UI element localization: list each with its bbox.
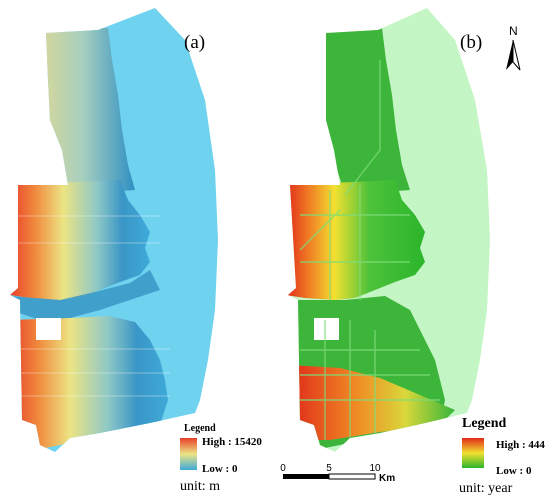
legend-b-low: Low : 0 [496, 465, 532, 477]
legend-b-unit: unit: year [459, 481, 513, 496]
panel-b-map [288, 8, 490, 452]
panel-a-river [10, 270, 160, 320]
north-arrow-label: N [509, 24, 518, 38]
scale-unit: Km [379, 473, 395, 484]
legend-b-high: High : 444 [496, 439, 545, 451]
legend-b-ramp [462, 438, 484, 468]
scale-bar: 0 5 10 Km [280, 463, 395, 484]
panel-a-land-upper [40, 28, 135, 195]
legend-b: Legend High : 444 Low : 0 unit: year [459, 416, 545, 496]
panel-a-map [10, 8, 218, 452]
legend-b-title: Legend [462, 416, 507, 431]
legend-a-title: Legend [184, 423, 216, 434]
scale-bar-segment-1 [283, 474, 329, 479]
legend-a-ramp [180, 438, 197, 470]
panel-a-streaks [10, 215, 170, 397]
legend-a: Legend High : 15420 Low : 0 unit: m [180, 423, 262, 494]
panel-a-label: (a) [184, 32, 205, 53]
panel-b-white-block [314, 318, 339, 340]
panel-b-land-middle [288, 180, 425, 300]
panel-b-hotspot-lower [290, 365, 455, 440]
panel-a-land-lower [10, 316, 168, 450]
north-arrow: N [506, 24, 521, 71]
scale-tick-5: 5 [326, 463, 332, 474]
legend-a-unit: unit: m [180, 479, 220, 494]
panel-a-white-block [36, 318, 61, 340]
north-arrow-icon [506, 40, 513, 70]
scale-tick-0: 0 [280, 463, 286, 474]
panel-b-label: (b) [460, 32, 482, 53]
panel-b-road-grid [299, 60, 440, 440]
scale-tick-10: 10 [369, 463, 381, 474]
legend-a-high: High : 15420 [202, 436, 262, 448]
legend-a-low: Low : 0 [202, 463, 238, 475]
panel-a-land-middle [10, 180, 150, 300]
panel-b-land-upper [318, 28, 410, 195]
scale-bar-segment-2 [328, 473, 376, 480]
